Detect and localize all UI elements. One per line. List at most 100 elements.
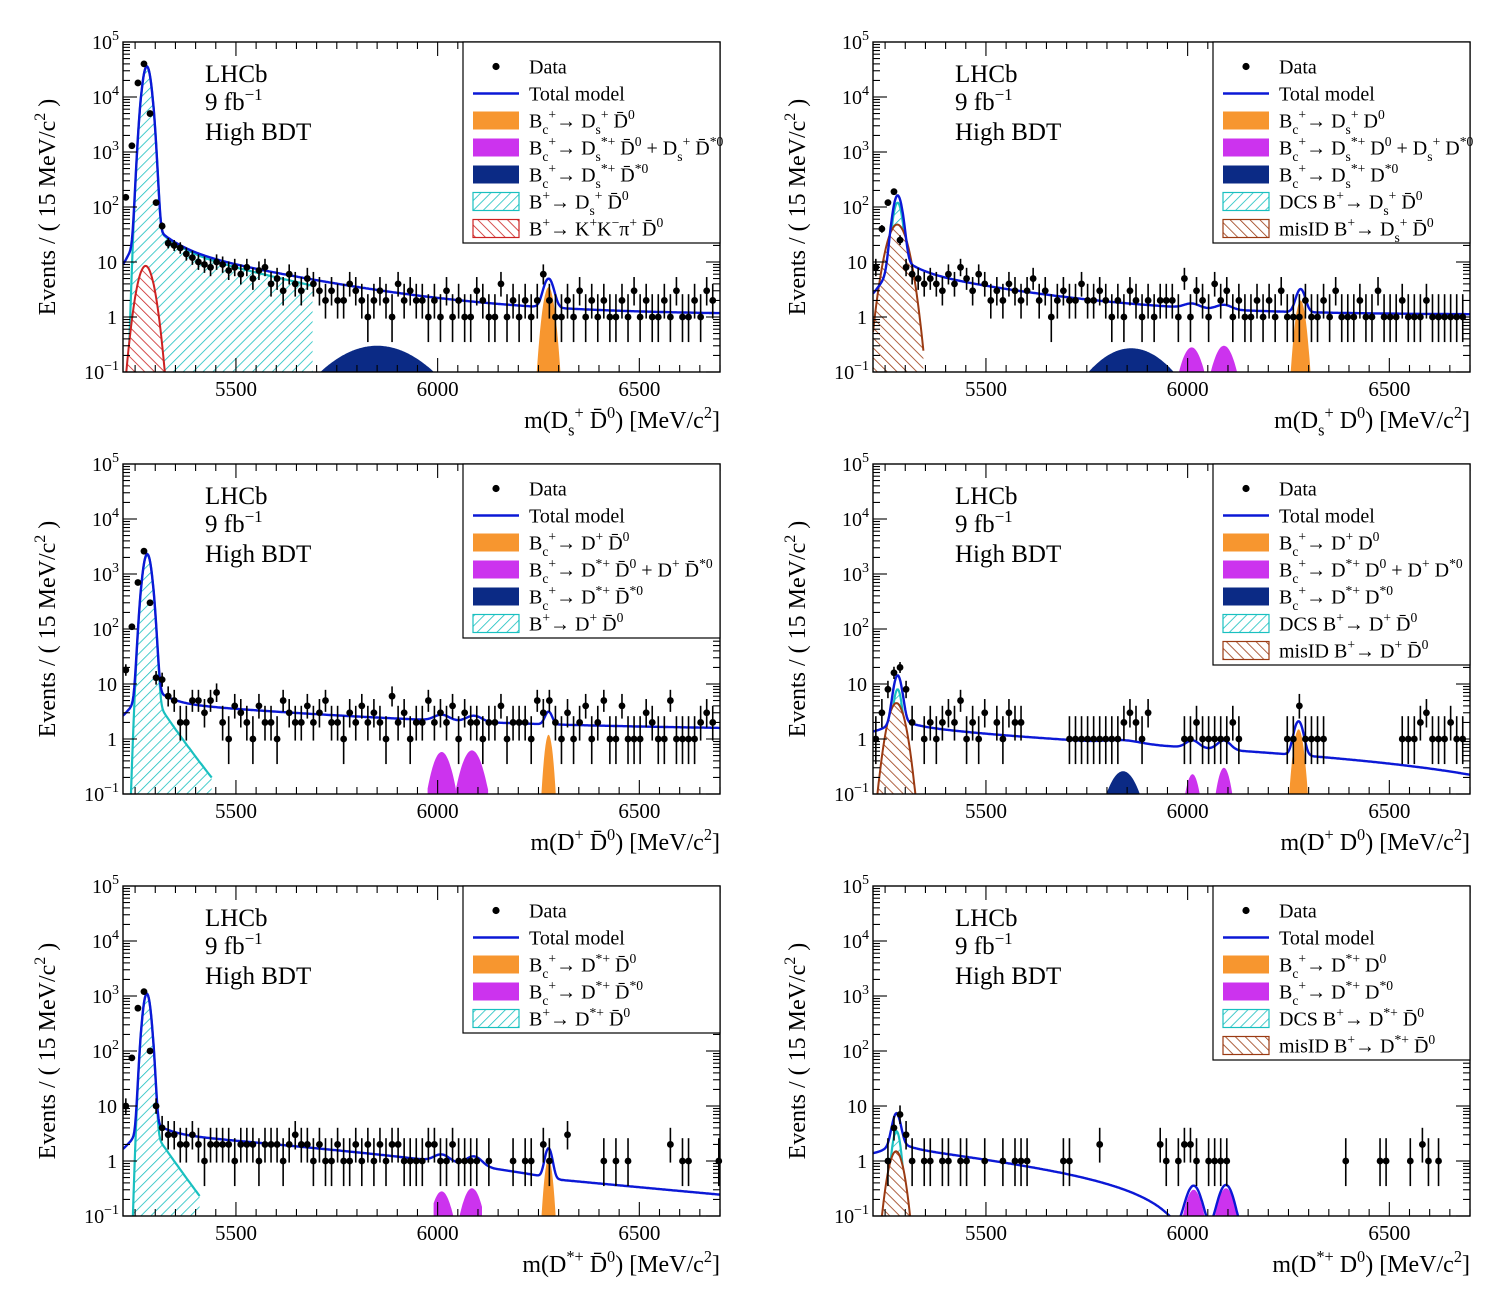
data-point — [993, 277, 1001, 306]
data-point — [261, 258, 269, 277]
data-marker — [582, 702, 590, 710]
data-point — [545, 689, 553, 712]
data-point — [1059, 1138, 1067, 1187]
data-marker — [709, 719, 717, 726]
data-point — [473, 277, 481, 306]
data-marker — [957, 697, 964, 704]
data-marker — [612, 1157, 620, 1165]
legend-entry: Bc+→ D*+ D̄*0 — [473, 978, 643, 1008]
legend-label: misID B+→ D*+ D̄0 — [1279, 1032, 1435, 1057]
data-marker — [285, 270, 293, 278]
data-marker — [993, 287, 1001, 295]
legend-swatch-brown_hatch — [1222, 218, 1270, 239]
y-tick-label: 1 — [107, 729, 117, 751]
lumi-label: 9 fb−1 — [205, 929, 263, 960]
data-point — [957, 1138, 964, 1187]
data-point — [576, 277, 584, 306]
data-point — [340, 716, 348, 765]
legend-label: Total model — [1279, 928, 1375, 950]
data-point — [158, 222, 166, 230]
data-marker — [576, 287, 584, 295]
chart-panel-bottom-left: 5500 6000 6500 10−1 1 10 102 103 104 105 Events / … — [32, 873, 723, 1278]
data-point — [170, 240, 178, 251]
data-marker — [449, 1141, 456, 1148]
data-point — [1265, 283, 1273, 319]
data-marker — [273, 1141, 281, 1148]
data-point — [600, 1138, 608, 1187]
data-point — [176, 705, 184, 741]
data-point — [582, 294, 590, 343]
data-point — [533, 283, 541, 319]
data-point — [1302, 716, 1309, 765]
y-tick-label: 103 — [842, 139, 869, 164]
data-marker — [213, 1141, 220, 1148]
data-point — [182, 705, 190, 741]
data-point — [1041, 277, 1049, 306]
data-marker — [437, 313, 444, 321]
legend-label: Bc+→ Ds+ D̄0 — [529, 107, 635, 137]
data-marker — [908, 1157, 916, 1165]
data-point — [878, 699, 886, 728]
data-marker — [509, 719, 517, 726]
y-axis-label-text: Events / ( 15 MeV/c2 ) — [32, 943, 61, 1160]
legend-swatch-teal_hatch — [472, 191, 520, 212]
legend-entry: misID B+→ Ds+ D̄0 — [1222, 215, 1434, 245]
data-point — [273, 1127, 281, 1163]
data-marker — [243, 1141, 251, 1148]
data-point — [1308, 716, 1315, 765]
legend-label: Bc+→ Ds*+ D̄0 + Ds+ D̄*0 — [529, 134, 723, 164]
data-marker — [267, 719, 275, 726]
data-marker — [424, 313, 432, 321]
y-tick-label: 10−1 — [834, 1203, 869, 1228]
data-point — [914, 267, 922, 290]
y-tick-label: 104 — [92, 506, 119, 531]
data-marker — [473, 719, 481, 726]
y-tick-label: 103 — [842, 983, 869, 1008]
data-marker — [1435, 735, 1442, 743]
data-marker — [424, 697, 432, 704]
data-marker — [146, 1047, 154, 1055]
data-point — [1126, 277, 1134, 306]
data-point — [503, 716, 511, 765]
data-point — [1326, 294, 1334, 343]
data-marker — [243, 263, 251, 271]
data-marker — [703, 287, 711, 295]
data-point — [400, 283, 408, 319]
data-marker — [406, 735, 414, 743]
data-marker — [503, 735, 511, 743]
data-marker — [334, 719, 341, 726]
data-point — [1126, 699, 1134, 728]
data-point — [322, 283, 329, 319]
data-point — [400, 699, 408, 728]
data-point — [618, 693, 626, 719]
selection-label: High BDT — [955, 541, 1061, 568]
legend-swatch-double_partial — [1223, 165, 1269, 184]
data-point — [1199, 716, 1206, 765]
data-marker — [249, 1141, 257, 1148]
brown-bkg-curve — [873, 223, 925, 351]
chart-panel-top-left: 5500 6000 6500 10−1 1 10 102 103 104 105 Events / … — [32, 29, 723, 440]
data-marker — [485, 313, 493, 321]
y-tick-label: 105 — [92, 29, 119, 54]
y-tick-label: 104 — [842, 506, 869, 531]
y-tick-label: 10 — [847, 1096, 867, 1118]
data-marker — [182, 1141, 190, 1148]
data-marker — [1314, 735, 1321, 743]
legend-swatch-teal_hatch — [472, 1008, 520, 1029]
data-point — [303, 1127, 311, 1163]
y-tick-label: 10−1 — [84, 781, 119, 806]
data-point — [255, 693, 263, 719]
selection-label: High BDT — [205, 963, 311, 990]
data-point — [666, 689, 674, 712]
lumi-label: 9 fb−1 — [955, 507, 1013, 538]
data-marker — [1344, 313, 1352, 321]
data-point — [963, 267, 970, 290]
legend-swatch-teal_hatch — [1222, 191, 1270, 212]
data-point — [207, 689, 214, 712]
x-tick-label: 5500 — [215, 799, 257, 823]
data-point — [237, 1127, 245, 1163]
data-marker — [388, 1141, 396, 1148]
plot-area — [873, 674, 1470, 794]
data-point — [437, 699, 444, 728]
